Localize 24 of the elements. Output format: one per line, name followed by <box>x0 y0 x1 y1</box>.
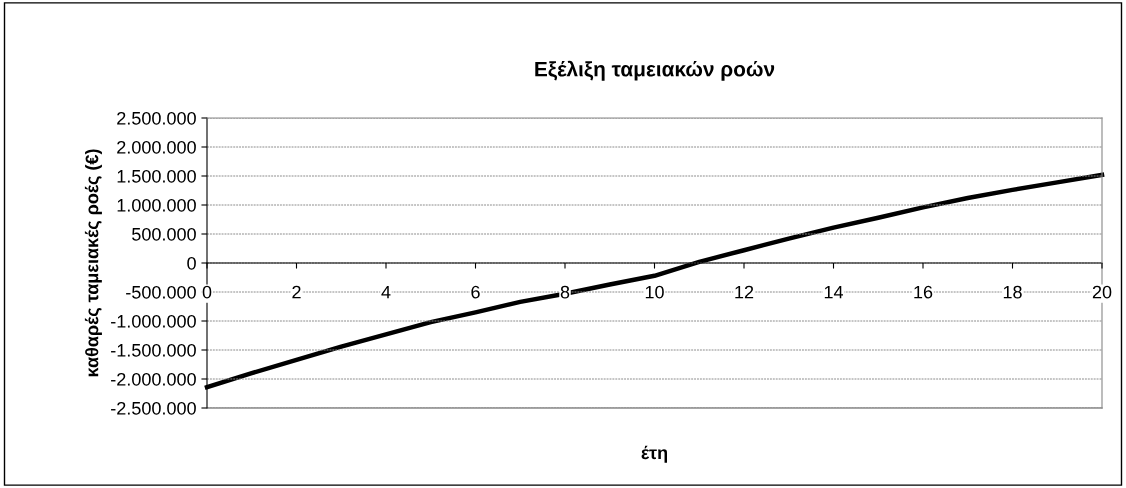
chart-title: Εξέλιξη ταμειακών ροών <box>535 60 775 81</box>
x-tick-label: 2 <box>292 285 301 299</box>
x-tick-label: 4 <box>381 285 391 299</box>
x-tick-label: 6 <box>471 285 480 299</box>
y-tick-label: -1.000.000 <box>111 314 196 328</box>
x-tick-label: 18 <box>1003 285 1022 299</box>
y-tick-label: 1.500.000 <box>117 169 196 183</box>
y-tick-label: 2.500.000 <box>117 111 196 125</box>
y-axis-title: καθαρές ταμειακές ροές (€) <box>84 149 102 377</box>
y-tick-label: 2.000.000 <box>117 140 196 154</box>
x-tick-label: 14 <box>824 285 844 299</box>
y-tick-label: -500.000 <box>126 285 196 299</box>
x-tick-label: 12 <box>735 285 754 299</box>
x-tick-label: 16 <box>914 285 933 299</box>
y-tick-label: -2.500.000 <box>111 401 196 415</box>
x-tick-label: 10 <box>645 285 664 299</box>
y-tick-label: -2.000.000 <box>111 372 196 386</box>
y-tick-label: -1.500.000 <box>111 343 196 357</box>
y-tick-label: 1.000.000 <box>117 198 196 212</box>
y-tick-label: 500.000 <box>132 227 196 241</box>
y-tick-label: 0 <box>187 256 196 270</box>
x-axis-title: έτη <box>641 445 667 463</box>
x-tick-label: 20 <box>1092 285 1112 299</box>
x-tick-label: 0 <box>202 285 212 299</box>
